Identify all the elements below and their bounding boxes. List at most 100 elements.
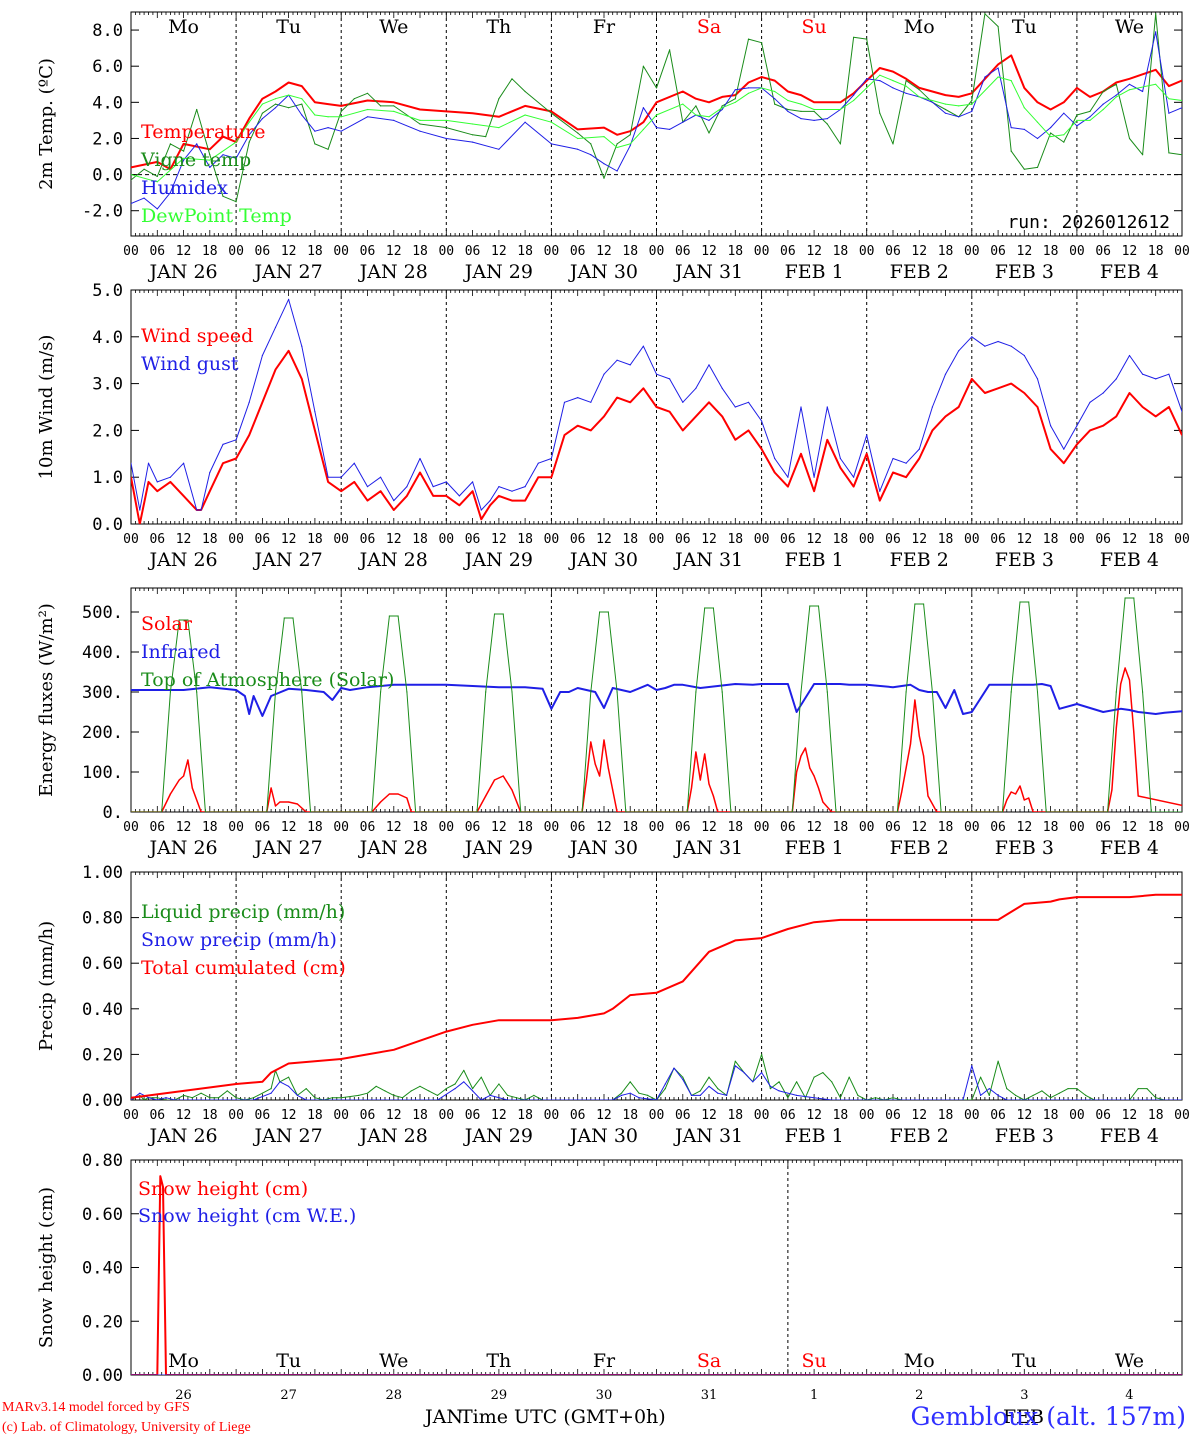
legend-entry: Vigne temp: [140, 149, 251, 171]
data-point: [616, 134, 618, 136]
y-tick-label: 300.: [82, 683, 123, 703]
data-point: [156, 481, 158, 483]
data-point: [927, 795, 929, 797]
data-point: [642, 121, 645, 123]
data-point: [314, 114, 316, 116]
data-point: [209, 686, 211, 688]
data-point: [248, 134, 250, 136]
data-point: [669, 411, 671, 413]
data-point: [366, 1092, 369, 1094]
data-point: [682, 1076, 684, 1078]
data-point: [169, 143, 171, 145]
data-point: [1102, 108, 1104, 111]
data-point: [1124, 597, 1126, 599]
data-point: [410, 811, 412, 812]
day-name-label: We: [1115, 16, 1144, 38]
data-point: [1146, 1088, 1148, 1090]
data-point: [1076, 425, 1078, 427]
data-point: [327, 127, 329, 129]
x-hour-label: 06: [149, 244, 165, 259]
data-point: [191, 1099, 193, 1100]
series-group: [131, 298, 1182, 524]
data-point: [301, 345, 303, 347]
data-point: [984, 345, 986, 347]
x-hour-label: 18: [412, 532, 428, 547]
data-point: [156, 208, 158, 210]
data-point: [550, 476, 553, 478]
data-point: [971, 711, 973, 713]
data-point: [988, 684, 990, 686]
data-point: [866, 38, 868, 40]
data-point: [721, 107, 723, 109]
data-point: [918, 689, 920, 691]
x-hour-label: 00: [754, 244, 770, 259]
data-point: [393, 1094, 395, 1096]
data-point: [953, 689, 955, 691]
data-point: [261, 103, 263, 105]
data-point: [1137, 1088, 1139, 1090]
data-point: [577, 425, 579, 427]
data-point: [419, 130, 421, 132]
data-point: [1128, 78, 1131, 80]
data-point: [971, 378, 973, 380]
data-point: [419, 1085, 421, 1087]
data-point: [445, 110, 447, 112]
x-minor-ticks: [130, 12, 1183, 236]
data-point: [853, 99, 855, 102]
data-point: [139, 523, 141, 524]
x-hour-label: 18: [1148, 244, 1164, 259]
data-point: [813, 490, 815, 492]
y-tick-label: 0.80: [82, 1151, 123, 1171]
data-point: [222, 136, 224, 138]
data-point: [323, 691, 325, 693]
x-hour-label: 00: [1174, 244, 1190, 259]
data-point: [629, 145, 631, 147]
data-point: [550, 457, 553, 460]
data-point: [813, 1097, 815, 1099]
data-point: [279, 801, 281, 803]
data-point: [393, 105, 395, 107]
x-hour-label: 00: [649, 1108, 665, 1123]
data-point: [1023, 354, 1025, 357]
data-point: [349, 689, 351, 691]
data-point: [577, 687, 579, 689]
data-point: [971, 110, 973, 112]
data-point: [327, 103, 329, 105]
legend-entry: Snow precip (mm/h): [141, 929, 337, 951]
legend-entry: Total cumulated (cm): [141, 957, 346, 979]
data-point: [498, 116, 500, 118]
x-hour-label: 00: [228, 1108, 244, 1123]
data-point: [682, 1078, 684, 1081]
data-point: [1124, 667, 1126, 669]
data-point: [931, 406, 934, 408]
data-point: [879, 80, 881, 82]
data-point: [629, 134, 631, 136]
data-point: [607, 767, 609, 769]
data-point: [787, 683, 789, 685]
data-point: [1089, 110, 1091, 112]
panel-5: 0.00 0.20 0.40 0.60 0.80 Snow height (cm) Mo 26…: [36, 1151, 1183, 1403]
data-point: [708, 364, 710, 366]
x-day-label: JAN 29: [463, 261, 533, 283]
data-point: [664, 1088, 666, 1090]
data-point: [831, 683, 833, 685]
data-point: [905, 691, 907, 693]
data-point: [909, 743, 912, 745]
data-point: [734, 1065, 736, 1067]
data-point: [498, 1083, 500, 1085]
data-point: [778, 1090, 780, 1092]
data-point: [761, 937, 763, 939]
x-hour-label: 06: [465, 820, 481, 835]
data-point: [787, 110, 789, 112]
day-name-label: Sa: [697, 16, 721, 38]
data-point: [131, 174, 132, 176]
data-point: [1019, 785, 1021, 787]
data-point: [511, 691, 513, 693]
data-point: [892, 457, 894, 460]
data-point: [620, 1092, 623, 1094]
data-point: [1023, 107, 1025, 109]
data-point: [537, 476, 539, 478]
data-point: [524, 500, 526, 502]
data-point: [524, 105, 526, 107]
data-point: [419, 108, 421, 111]
